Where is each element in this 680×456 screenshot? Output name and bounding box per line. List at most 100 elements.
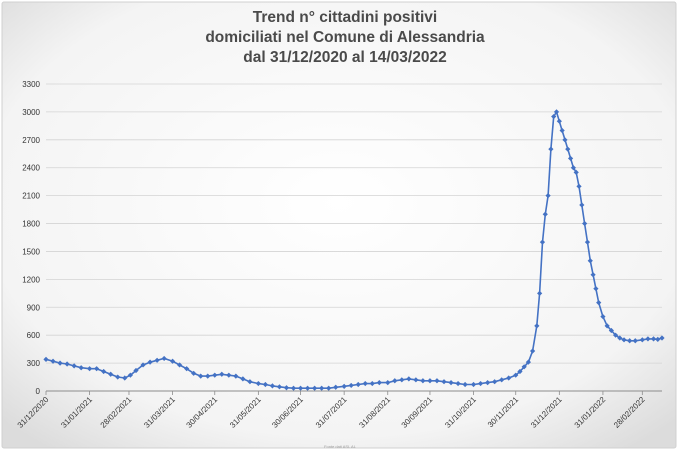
data-point-0-79 (556, 118, 562, 124)
data-point-0-86 (576, 183, 582, 189)
data-point-0-83 (567, 155, 574, 162)
data-point-0-84 (570, 165, 576, 171)
data-point-0-19 (177, 362, 183, 368)
data-point-0-76 (548, 146, 554, 152)
data-point-0-58 (455, 380, 461, 387)
data-point-0-59 (462, 381, 468, 388)
data-point-0-15 (147, 359, 153, 365)
data-point-0-100 (627, 338, 633, 344)
data-point-0-44 (355, 381, 361, 388)
data-point-0-16 (154, 357, 160, 363)
data-point-0-0 (43, 356, 49, 362)
data-point-0-29 (247, 379, 253, 385)
data-point-0-20 (184, 366, 190, 372)
data-point-0-23 (205, 373, 211, 379)
data-point-0-41 (333, 384, 339, 390)
data-point-0-78 (553, 109, 560, 115)
data-point-0-26 (226, 372, 232, 378)
data-point-0-1 (50, 358, 56, 364)
data-point-0-8 (101, 368, 107, 375)
data-point-0-2 (57, 360, 63, 366)
data-point-0-67 (517, 368, 523, 375)
data-point-0-88 (582, 220, 588, 227)
data-point-0-32 (269, 383, 276, 389)
data-point-0-37 (304, 385, 311, 391)
data-point-0-74 (542, 211, 548, 217)
data-point-0-105 (655, 336, 661, 342)
data-point-0-104 (650, 336, 657, 342)
y-tick-label-2700: 2700 (22, 136, 40, 145)
data-point-0-71 (534, 323, 540, 329)
data-point-0-48 (385, 380, 391, 386)
data-point-0-102 (639, 337, 645, 343)
data-point-0-56 (441, 379, 447, 385)
data-point-0-39 (319, 385, 325, 391)
data-point-0-24 (212, 372, 218, 378)
series-layer (43, 109, 665, 391)
data-point-0-69 (525, 359, 531, 365)
data-point-0-28 (240, 376, 246, 382)
data-point-0-38 (312, 385, 318, 391)
data-point-0-72 (537, 290, 543, 296)
data-point-0-54 (427, 378, 433, 384)
y-tick-label-0: 0 (36, 387, 41, 396)
data-point-0-25 (219, 371, 225, 377)
data-point-0-77 (551, 113, 557, 120)
data-point-0-5 (78, 365, 84, 371)
y-tick-label-3000: 3000 (22, 108, 40, 117)
data-point-0-99 (621, 337, 627, 343)
y-tick-label-3300: 3300 (22, 80, 40, 89)
data-point-0-101 (632, 338, 638, 344)
data-point-0-60 (470, 381, 477, 388)
y-tick-label-1800: 1800 (22, 220, 40, 229)
data-point-0-85 (573, 169, 579, 175)
chart-title-line-1: Trend n° cittadini positivi (253, 9, 437, 26)
data-point-0-33 (276, 384, 283, 390)
data-point-0-82 (565, 146, 571, 152)
data-point-0-27 (233, 373, 239, 379)
data-point-0-4 (71, 363, 77, 369)
data-point-0-53 (420, 378, 426, 384)
data-point-0-40 (326, 385, 332, 391)
data-point-0-55 (434, 378, 440, 384)
data-point-0-90 (587, 258, 593, 264)
data-point-0-3 (64, 361, 70, 367)
y-axis-ticks: 0 300 600 900 1200 1500 1800 2100 2400 2700 3000 33… (22, 80, 40, 396)
data-point-0-87 (579, 202, 585, 208)
data-point-0-51 (406, 376, 412, 382)
data-point-0-93 (596, 300, 602, 306)
data-point-0-43 (348, 382, 354, 389)
data-point-0-46 (369, 380, 375, 387)
data-point-0-66 (513, 372, 519, 378)
data-point-0-75 (545, 193, 551, 199)
data-point-0-31 (262, 381, 268, 388)
chart-title-line-3: dal 31/12/2020 al 14/03/2022 (243, 49, 446, 66)
data-point-0-64 (499, 377, 505, 383)
data-point-0-81 (562, 137, 568, 143)
chart-background (1, 1, 677, 449)
data-point-0-70 (530, 348, 536, 354)
y-tick-label-300: 300 (27, 359, 41, 368)
data-point-0-12 (127, 372, 133, 378)
data-point-0-50 (399, 377, 405, 383)
data-point-0-49 (392, 378, 398, 384)
data-point-0-65 (506, 375, 512, 381)
data-point-0-9 (108, 371, 114, 377)
data-point-0-68 (521, 364, 527, 370)
y-tick-label-1500: 1500 (22, 247, 40, 256)
y-tick-label-2400: 2400 (22, 164, 40, 173)
data-point-0-36 (297, 385, 304, 391)
data-point-0-94 (600, 313, 606, 320)
data-point-0-106 (659, 335, 665, 341)
data-point-0-96 (608, 327, 614, 334)
data-point-0-13 (133, 367, 139, 374)
data-point-0-92 (593, 286, 599, 292)
data-point-0-63 (492, 379, 498, 385)
data-point-0-47 (376, 380, 382, 386)
data-point-0-103 (645, 336, 651, 342)
data-point-0-22 (198, 373, 204, 379)
data-point-0-95 (604, 323, 610, 329)
data-point-0-89 (584, 239, 591, 245)
